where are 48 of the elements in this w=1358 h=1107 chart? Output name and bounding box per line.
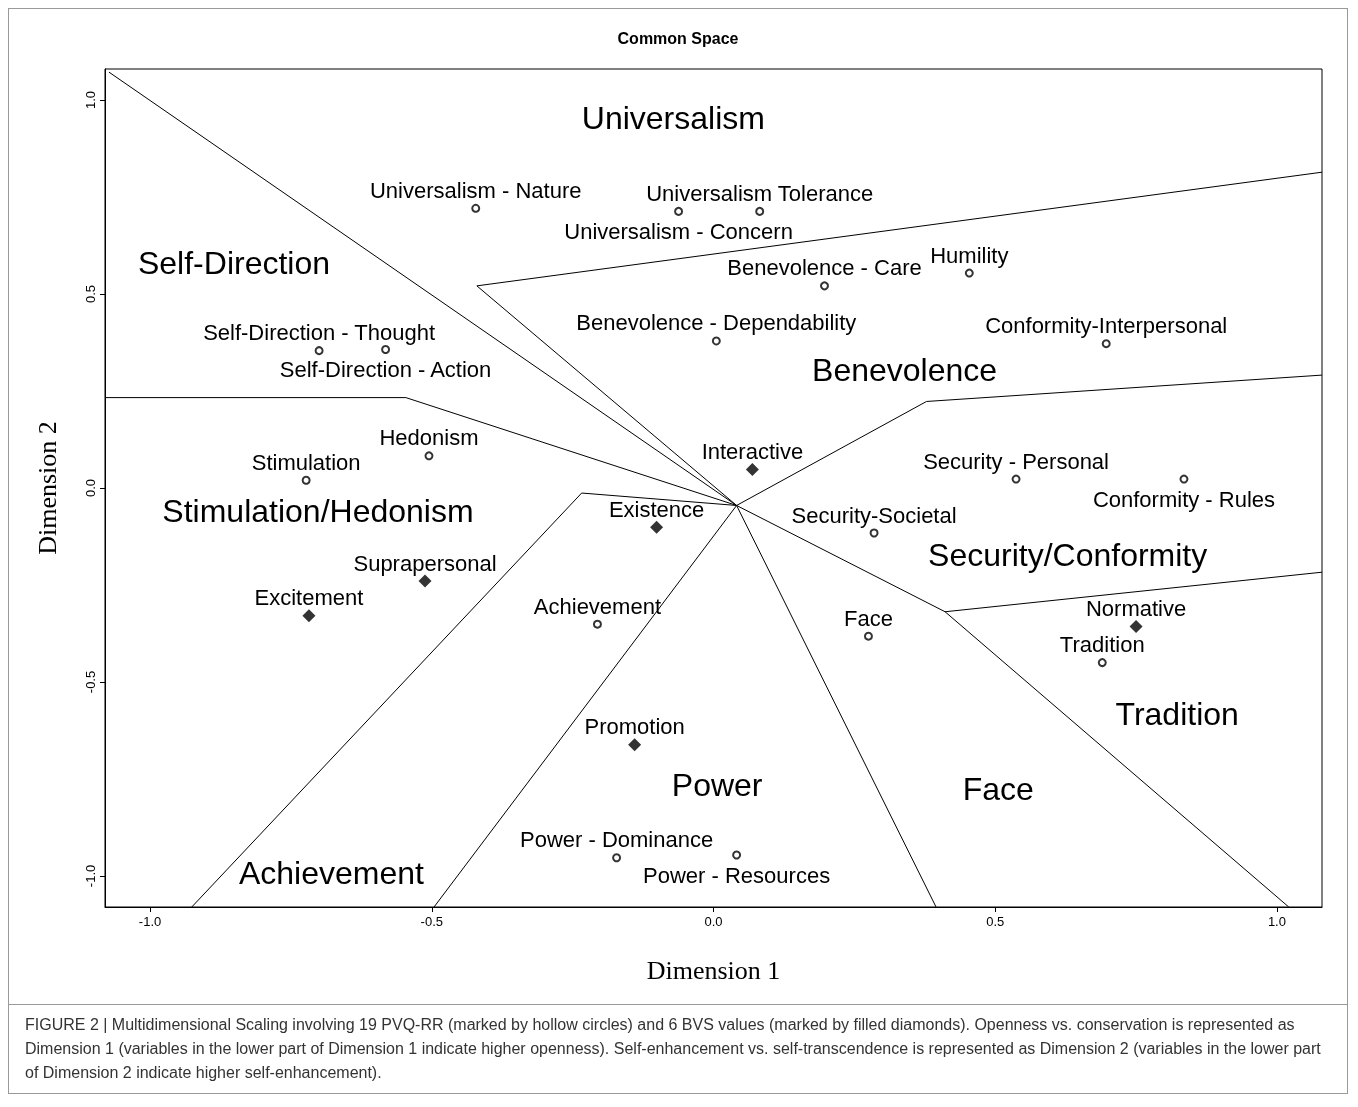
annotation: Suprapersonal xyxy=(353,550,497,576)
y-tick-label: -0.5 xyxy=(83,670,98,694)
annotation: Power - Resources xyxy=(643,862,831,888)
annotation: Universalism xyxy=(581,100,765,137)
x-tick-label: -0.5 xyxy=(420,914,443,929)
annotation: Power xyxy=(671,767,763,804)
chart-title: Common Space xyxy=(617,29,739,47)
annotation: Benevolence - Care xyxy=(727,255,922,281)
annotation: Achievement xyxy=(238,855,424,892)
annotation: Universalism Tolerance xyxy=(646,180,874,206)
annotation: Security-Societal xyxy=(791,502,957,528)
annotation: Benevolence - Dependability xyxy=(576,310,857,336)
annotation: Hedonism xyxy=(379,425,479,451)
annotation: Excitement xyxy=(254,585,364,611)
annotation: Humility xyxy=(930,242,1009,268)
annotation: Self-Direction xyxy=(137,245,331,282)
annotation: Security/Conformity xyxy=(928,537,1208,574)
annotation: Self-Direction - Thought xyxy=(203,320,436,346)
annotation: Conformity-Interpersonal xyxy=(985,313,1228,339)
annotation: Benevolence xyxy=(812,351,998,388)
annotation: Stimulation xyxy=(251,449,361,475)
annotation: Self-Direction - Action xyxy=(279,357,492,382)
annotation: Face xyxy=(962,770,1034,807)
caption: FIGURE 2 | Multidimensional Scaling involving 19 PVQ-RR (marked by hollow circles) and 6 BVS values (marked by filled diamonds). Openness vs. conservation is represented as Dimension 1 (variables in the lower part of Dimension 1 indicate higher openness). Self-enhancement vs. self-transcendence is represented as Dimension 2 (variables in the lower part of Dimension 2 indicate higher self-enhancement). xyxy=(25,1015,1322,1083)
annotation: Tradition xyxy=(1059,632,1145,658)
annotation: Conformity - Rules xyxy=(1092,486,1276,512)
x-tick-label: -1.0 xyxy=(138,914,162,929)
x-tick-label: 0.0 xyxy=(704,914,723,929)
x-tick-label: 0.5 xyxy=(986,914,1005,929)
annotation: Stimulation/Hedonism xyxy=(162,493,474,530)
annotation: Normative xyxy=(1085,596,1187,621)
y-tick-label: 1.0 xyxy=(83,91,98,110)
y-tick-label: -1.0 xyxy=(83,864,98,888)
x-axis-title: Dimension 1 xyxy=(646,955,781,985)
annotation: Universalism - Concern xyxy=(564,218,793,244)
annotation: Security - Personal xyxy=(923,448,1109,474)
annotation: Tradition xyxy=(1115,696,1239,733)
y-tick-label: 0.5 xyxy=(83,284,98,304)
annotation: Interactive xyxy=(701,438,804,464)
y-tick-label: 0.0 xyxy=(83,478,98,498)
annotation: Existence xyxy=(608,496,705,522)
annotation: Power - Dominance xyxy=(520,827,714,853)
annotation: Universalism - Nature xyxy=(369,177,582,203)
x-tick-label: 1.0 xyxy=(1267,914,1286,929)
y-axis-title: Dimension 2 xyxy=(32,421,62,555)
annotation: Face xyxy=(843,605,893,631)
annotation: Promotion xyxy=(584,714,685,740)
annotation: Achievement xyxy=(533,593,662,619)
